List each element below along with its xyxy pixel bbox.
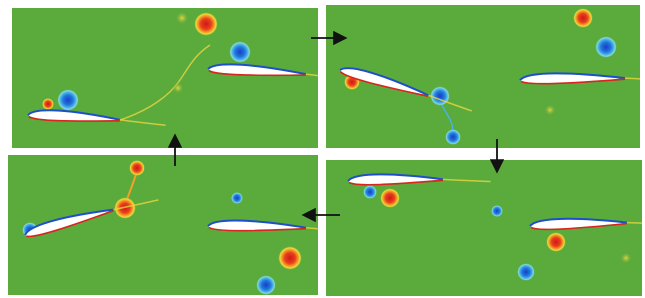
panel-top-left [12,8,355,148]
figure [0,0,645,298]
panel-bottom-left [8,155,355,295]
vortex [114,197,136,219]
panel-bottom-right [326,160,645,296]
vortex [172,82,184,94]
vortex [573,8,593,28]
vortex [229,41,251,63]
vortex [194,12,218,36]
vortex [544,104,556,116]
vortex [546,232,566,252]
vortex [175,11,189,25]
vortex [57,89,79,111]
vortex [595,36,617,58]
vortex [517,263,535,281]
vortex [430,86,450,106]
vortex [620,252,632,264]
vortex [380,188,400,208]
vortex [363,185,377,199]
vortex [278,246,302,270]
vortex [231,192,243,204]
vortex [129,160,145,176]
vortex [256,275,276,295]
vortex [445,129,461,145]
page: (() => { const data = JSON.parse(documen… [0,0,645,298]
panel-top-right [326,5,645,148]
vortex [42,98,54,110]
panel-background [12,8,318,148]
vortex [491,205,503,217]
